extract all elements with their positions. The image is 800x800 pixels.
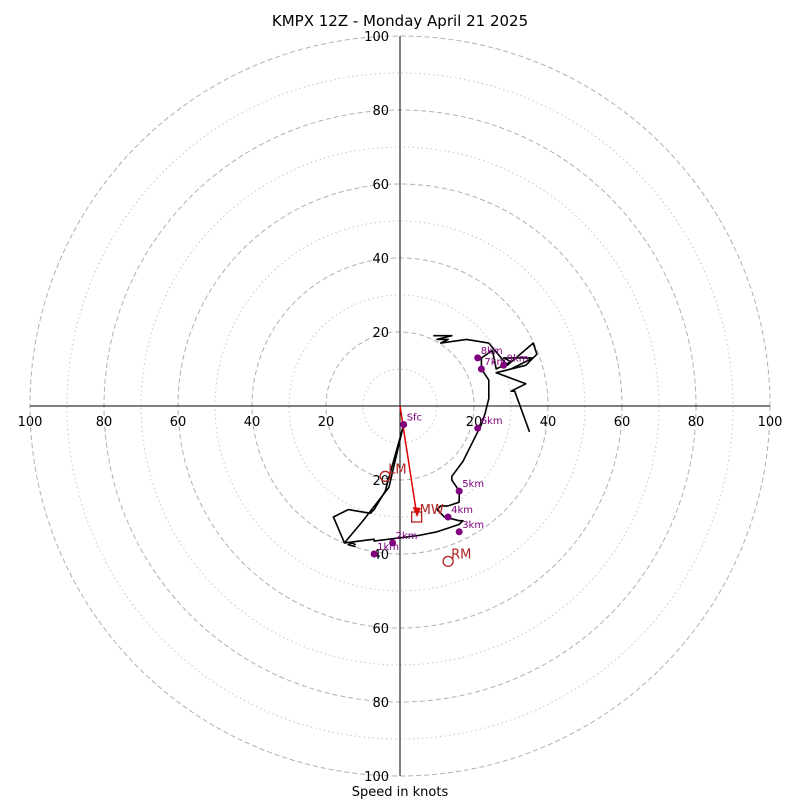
height-point xyxy=(389,539,397,547)
x-tick-label: 80 xyxy=(96,415,113,430)
height-point-label: 3km xyxy=(462,520,484,531)
storm-motion-label: MW xyxy=(420,503,444,518)
height-point-label: 4km xyxy=(451,505,473,516)
height-point-label: 8km xyxy=(481,346,503,357)
chart-title: KMPX 12Z - Monday April 21 2025 xyxy=(272,12,528,30)
height-point xyxy=(455,528,463,536)
height-point xyxy=(474,354,482,362)
x-tick-label: 80 xyxy=(688,415,705,430)
storm-motion-marker xyxy=(442,555,454,568)
height-point-label: 6km xyxy=(481,416,503,427)
trace-main xyxy=(343,334,538,544)
x-tick-label: 60 xyxy=(170,415,187,430)
trace-tail xyxy=(495,371,531,433)
height-point-label: Sfc xyxy=(407,413,422,424)
height-point-label: 9km xyxy=(507,353,529,364)
y-tick-label: 80 xyxy=(372,696,389,711)
y-tick-label: 100 xyxy=(364,770,389,785)
height-point-label: 7km xyxy=(484,357,506,368)
tick-labels: 1001008080606040402020202040406060808010… xyxy=(18,30,783,785)
y-tick-label: 40 xyxy=(372,252,389,267)
height-point-label: 5km xyxy=(462,479,484,490)
height-point xyxy=(444,513,452,521)
height-point xyxy=(370,550,378,558)
storm-motion-markers: LM MW RM xyxy=(379,405,471,568)
height-point xyxy=(455,487,463,495)
y-tick-label: 20 xyxy=(372,474,389,489)
height-point-label: 1km xyxy=(377,542,399,553)
height-point xyxy=(400,421,408,428)
y-tick-label: 80 xyxy=(372,104,389,119)
y-tick-label: 100 xyxy=(364,30,389,45)
x-tick-label: 100 xyxy=(758,415,783,430)
height-point xyxy=(500,361,508,369)
height-point-label: 2km xyxy=(396,531,418,542)
storm-motion-label: RM xyxy=(451,547,471,562)
trace-spur xyxy=(347,542,356,548)
trace-lower-loop xyxy=(332,424,405,544)
storm-motion-marker xyxy=(379,470,391,482)
storm-motion-marker xyxy=(410,511,423,523)
height-point xyxy=(474,424,482,432)
x-axis-label: Speed in knots xyxy=(352,785,449,800)
x-tick-label: 40 xyxy=(244,415,261,430)
storm-motion-label: LM xyxy=(388,462,406,477)
y-tick-label: 60 xyxy=(372,622,389,637)
x-tick-label: 20 xyxy=(318,415,335,430)
x-tick-label: 60 xyxy=(614,415,631,430)
y-tick-label: 20 xyxy=(372,326,389,341)
height-point xyxy=(477,365,485,373)
x-tick-label: 40 xyxy=(540,415,557,430)
y-tick-label: 60 xyxy=(372,178,389,193)
hodograph-trace xyxy=(332,334,538,548)
x-tick-label: 100 xyxy=(18,415,43,430)
